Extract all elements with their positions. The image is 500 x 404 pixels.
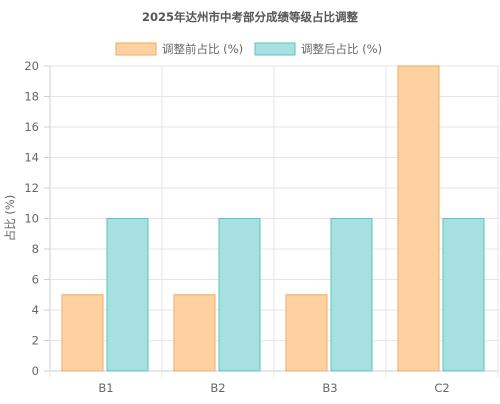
y-tick-label: 0 [32, 364, 39, 378]
bar-C2-series-2[interactable] [442, 218, 485, 372]
legend: 调整前占比 (%) 调整后占比 (%) [115, 42, 382, 56]
y-tick-label: 16 [24, 120, 39, 134]
bar-B3-series-2[interactable] [330, 218, 373, 372]
legend-label[interactable]: 调整后占比 (%) [301, 42, 382, 56]
bar-B3-series-1[interactable] [285, 294, 328, 372]
bar-B2-series-2[interactable] [218, 218, 261, 372]
y-tick-label: 4 [32, 303, 39, 317]
bars [61, 65, 485, 372]
bar-C2-series-1[interactable] [397, 65, 440, 372]
legend-label[interactable]: 调整前占比 (%) [162, 42, 243, 56]
bar-B1-series-1[interactable] [61, 294, 104, 372]
legend-swatch[interactable] [115, 42, 157, 56]
x-axis: B1 B2 B3 C2 [98, 381, 449, 395]
y-axis: 0 2 4 6 8 10 12 14 16 18 20 [24, 59, 51, 378]
y-tick-label: 18 [24, 90, 39, 104]
y-tick-label: 12 [24, 181, 39, 195]
y-tick-label: 2 [32, 334, 39, 348]
bar-B2-series-1[interactable] [173, 294, 216, 372]
chart-title: 2025年达州市中考部分成绩等级占比调整 [142, 10, 359, 24]
y-tick-label: 20 [24, 59, 39, 73]
x-tick-label: C2 [434, 381, 449, 395]
y-tick-label: 8 [32, 242, 39, 256]
y-tick-label: 6 [32, 273, 39, 287]
legend-swatch[interactable] [254, 42, 296, 56]
y-axis-label: 占比 (%) [3, 195, 17, 242]
bar-B1-series-2[interactable] [106, 218, 149, 372]
x-tick-label: B1 [98, 381, 113, 395]
x-tick-label: B2 [210, 381, 225, 395]
y-tick-label: 10 [24, 212, 39, 226]
x-tick-label: B3 [322, 381, 337, 395]
y-tick-label: 14 [24, 151, 39, 165]
